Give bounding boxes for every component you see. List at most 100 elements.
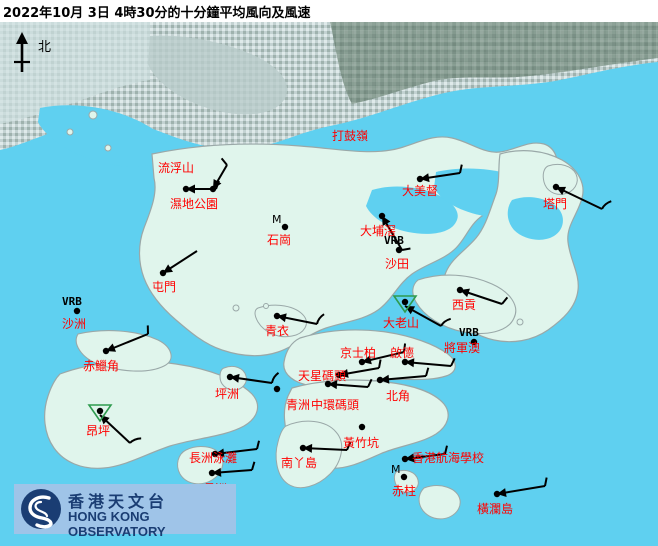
station-marker-dot[interactable] [416, 175, 424, 183]
station-marker-dot[interactable] [273, 385, 281, 393]
station-marker-elevated-triangle[interactable] [87, 404, 113, 423]
station-marker-dot[interactable] [273, 312, 281, 320]
station-label: 大老山 [383, 316, 420, 330]
station-label: 塔門 [543, 197, 568, 211]
wind-barb-arrowhead [230, 373, 240, 383]
logo-english-text: HONG KONG OBSERVATORY [68, 509, 166, 539]
station-marker-dot[interactable] [73, 307, 81, 315]
station-label: 坪洲 [215, 387, 240, 401]
station-label: 北角 [386, 389, 411, 403]
station-marker-dot[interactable] [493, 490, 501, 498]
po-toi-islands [418, 485, 461, 520]
wind-barb-feather [501, 296, 509, 305]
station-marker-dot[interactable] [401, 358, 409, 366]
station-marker-dot[interactable] [401, 455, 409, 463]
station-marker-dot[interactable] [552, 183, 560, 191]
wind-barb-feather [450, 357, 456, 367]
wind-barb-feather [401, 247, 411, 251]
station-marker-dot[interactable] [102, 347, 110, 355]
station-label: 沙洲 [62, 317, 87, 331]
title-bar: 2022年10月 3日 4時30分的十分鐘平均風向及風速 [0, 0, 658, 22]
station-label: 橫瀾島 [477, 502, 514, 516]
station-marker-dot[interactable] [400, 473, 408, 481]
station-label: 天星碼頭 [298, 369, 347, 383]
station-marker-dot[interactable] [281, 223, 289, 231]
mainland-hills [330, 22, 658, 104]
islet [104, 144, 112, 152]
station-label: 將軍澳 [444, 341, 481, 355]
station-label: 黃竹坑 [343, 436, 380, 450]
station-marker-dot[interactable] [209, 185, 217, 193]
mainland-urban-west [0, 22, 150, 124]
station-label: 濕地公園 [170, 197, 219, 211]
wind-barb [404, 445, 448, 463]
wind-barb-feather [403, 343, 407, 353]
wind-barb [381, 215, 411, 251]
station-label: 啟德 [390, 346, 415, 360]
hko-logo[interactable]: 香港天文台 HONG KONG OBSERVATORY [14, 484, 236, 539]
station-label: 流浮山 [158, 161, 195, 175]
map-geometry [0, 22, 658, 546]
wind-barb [211, 461, 256, 477]
islet [263, 303, 269, 309]
wind-barb-feather [444, 445, 448, 455]
station-marker-dot[interactable] [395, 246, 403, 254]
station-marker-dot[interactable] [335, 371, 343, 379]
station-marker-dot[interactable] [182, 185, 190, 193]
wind-barb-feather [316, 313, 325, 325]
station-marker-elevated-triangle[interactable] [392, 295, 418, 314]
stanley-peninsula [393, 469, 419, 493]
hko-swirl-logo-icon [21, 489, 61, 529]
station-marker-dot[interactable] [299, 444, 307, 452]
wind-barb-feather [215, 180, 220, 190]
station-marker-dot[interactable] [378, 212, 386, 220]
station-label: 青洲 [286, 398, 311, 412]
station-label: 屯門 [152, 280, 177, 294]
station-marker-dot[interactable] [96, 407, 104, 415]
station-marker-dot[interactable] [456, 286, 464, 294]
wind-barb-feather [129, 437, 142, 444]
station-label: 西貢 [452, 298, 477, 312]
wind-barb-feather [271, 372, 280, 384]
chek-lap-kok-land [75, 330, 172, 372]
station-marker-dot[interactable] [208, 469, 216, 477]
station-label: 大美督 [402, 184, 439, 198]
wind-barb-arrowhead [405, 453, 415, 463]
station-label: 長洲泳灘 [189, 451, 238, 465]
map-canvas[interactable]: 北 打鼓嶺 流浮山 濕地公園 石崗 M 大美督 塔門 大埔滘 沙田 VRB 屯門 沙洲 VRB 赤鱲角 昂坪… [0, 22, 658, 546]
station-marker-dot[interactable] [376, 376, 384, 384]
sai-kung-peninsula [412, 274, 517, 335]
station-marker-dot[interactable] [358, 423, 366, 431]
station-marker-dot[interactable] [470, 338, 478, 346]
wind-barb [162, 250, 198, 274]
station-marker-dot[interactable] [358, 358, 366, 366]
islet [516, 318, 524, 326]
wind-barb-feather [367, 378, 373, 388]
missing-data-label: M [391, 463, 401, 476]
wind-barb-feather [251, 461, 256, 471]
inner-port-shelter [507, 197, 563, 240]
station-label: 赤柱 [392, 484, 417, 498]
wind-barb-feather [220, 157, 228, 166]
station-label: 大埔滘 [360, 224, 397, 238]
wind-barb [214, 440, 261, 458]
station-marker-dot[interactable] [324, 380, 332, 388]
station-label: 香港航海學校 [412, 451, 485, 465]
station-marker-dot[interactable] [226, 373, 234, 381]
wind-barb-arrowhead [405, 358, 415, 368]
wind-barb-arrowhead [212, 467, 222, 477]
wind-barb-feather [440, 317, 452, 327]
wind-barb-feather [378, 359, 382, 369]
wind-barb-arrowhead [163, 264, 174, 273]
north-arrow: 北 [8, 30, 54, 80]
station-marker-dot[interactable] [211, 450, 219, 458]
station-marker-dot[interactable] [401, 298, 409, 306]
wind-barb [419, 164, 463, 183]
wind-barb-arrowhead [303, 443, 313, 453]
logo-chinese-text: 香港天文台 [68, 492, 169, 511]
station-label: 赤鱲角 [83, 359, 120, 373]
station-marker-dot[interactable] [159, 269, 167, 277]
wind-barb-feather [425, 367, 430, 377]
wind-barb-arrowhead [382, 216, 391, 227]
